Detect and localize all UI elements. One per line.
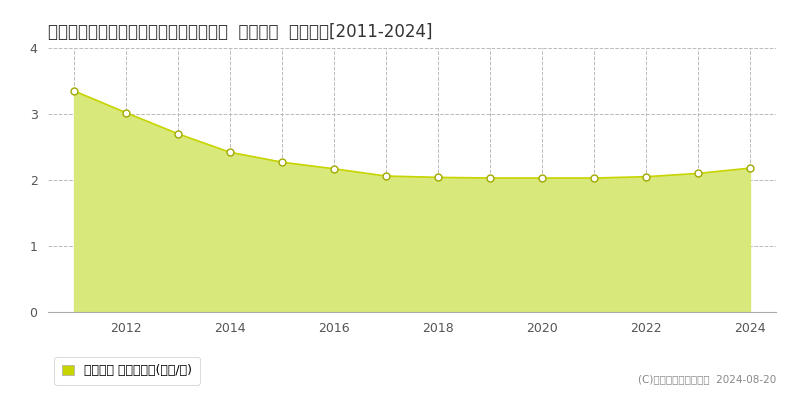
Legend: 地価公示 平均坪単価(万円/坪): 地価公示 平均坪単価(万円/坪) [54,357,200,385]
Text: (C)土地価格ドットコム  2024-08-20: (C)土地価格ドットコム 2024-08-20 [638,374,776,384]
Text: 秋田県秋田市御所野湯本５丁目１番２外  地価公示  地価推移[2011-2024]: 秋田県秋田市御所野湯本５丁目１番２外 地価公示 地価推移[2011-2024] [48,23,433,41]
